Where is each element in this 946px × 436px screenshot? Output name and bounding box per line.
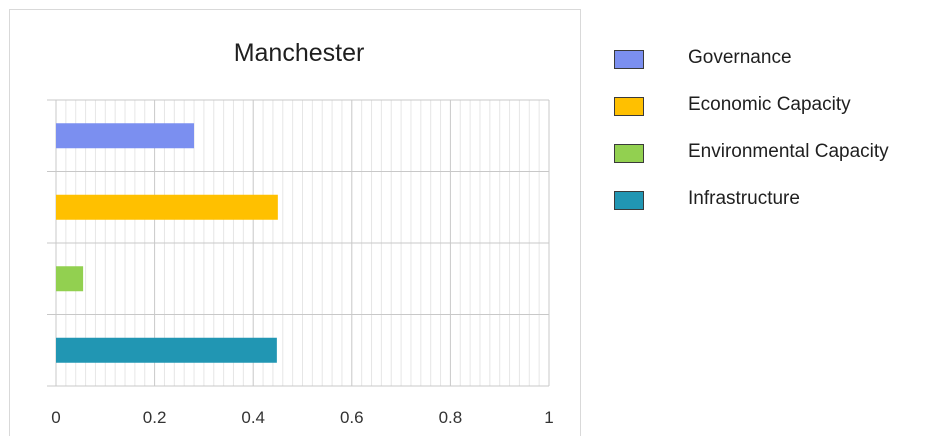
- x-tick-label: 0.4: [241, 408, 265, 427]
- legend-swatch: [614, 191, 644, 210]
- bar-infrastructure: [56, 337, 277, 363]
- x-tick-label: 0: [51, 408, 60, 427]
- chart-area: [9, 9, 581, 436]
- legend-swatch: [614, 144, 644, 163]
- legend-label: Environmental Capacity: [688, 141, 889, 162]
- x-tick-label: 0.8: [439, 408, 463, 427]
- bar-economic-capacity: [56, 194, 278, 220]
- legend-label: Infrastructure: [688, 188, 800, 209]
- legend-swatch: [614, 50, 644, 69]
- bars: [56, 123, 278, 363]
- bar-environmental-capacity: [56, 266, 84, 292]
- x-tick-label: 0.6: [340, 408, 364, 427]
- x-axis-tick-labels: 0 0.2 0.4 0.6 0.8 1: [51, 408, 553, 427]
- bar-governance: [56, 123, 195, 149]
- legend-swatch: [614, 97, 644, 116]
- legend-label: Economic Capacity: [688, 94, 851, 115]
- x-tick-label: 1: [544, 408, 553, 427]
- x-tick-label: 0.2: [143, 408, 167, 427]
- legend-label: Governance: [688, 47, 792, 68]
- chart-title: Manchester: [234, 39, 365, 67]
